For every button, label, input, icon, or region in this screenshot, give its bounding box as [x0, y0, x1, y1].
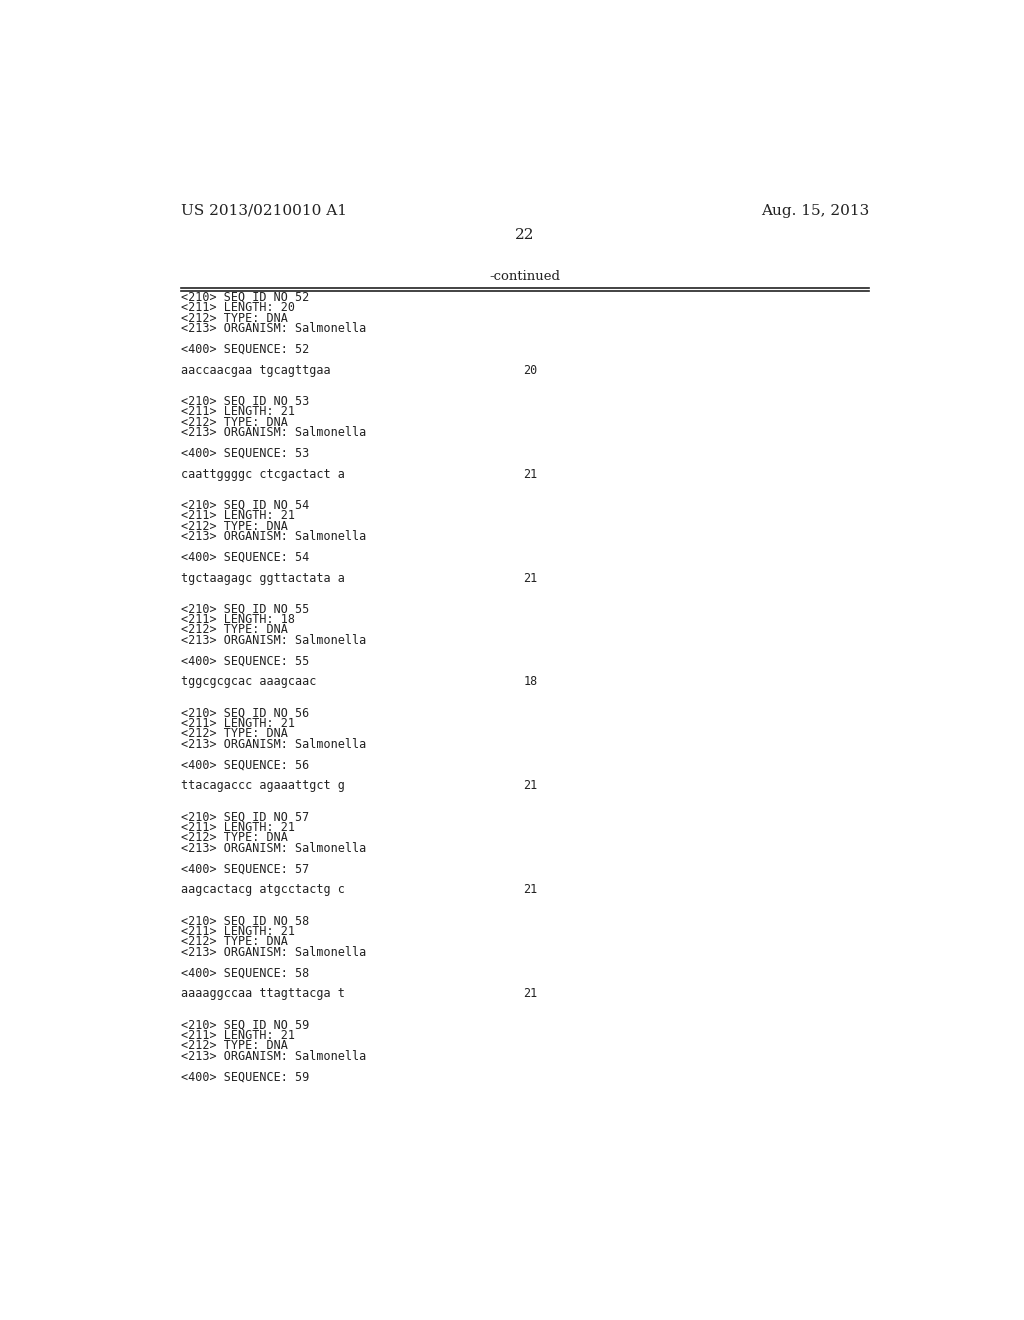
- Text: <212> TYPE: DNA: <212> TYPE: DNA: [180, 832, 288, 845]
- Text: <213> ORGANISM: Salmonella: <213> ORGANISM: Salmonella: [180, 1049, 366, 1063]
- Text: tggcgcgcac aaagcaac: tggcgcgcac aaagcaac: [180, 676, 316, 689]
- Text: <210> SEQ ID NO 53: <210> SEQ ID NO 53: [180, 395, 309, 408]
- Text: <213> ORGANISM: Salmonella: <213> ORGANISM: Salmonella: [180, 634, 366, 647]
- Text: <211> LENGTH: 21: <211> LENGTH: 21: [180, 1028, 295, 1041]
- Text: tgctaagagc ggttactata a: tgctaagagc ggttactata a: [180, 572, 344, 585]
- Text: <211> LENGTH: 21: <211> LENGTH: 21: [180, 925, 295, 939]
- Text: <210> SEQ ID NO 57: <210> SEQ ID NO 57: [180, 810, 309, 824]
- Text: <400> SEQUENCE: 58: <400> SEQUENCE: 58: [180, 966, 309, 979]
- Text: 21: 21: [523, 883, 538, 896]
- Text: <211> LENGTH: 21: <211> LENGTH: 21: [180, 405, 295, 418]
- Text: <210> SEQ ID NO 58: <210> SEQ ID NO 58: [180, 915, 309, 928]
- Text: 21: 21: [523, 779, 538, 792]
- Text: <213> ORGANISM: Salmonella: <213> ORGANISM: Salmonella: [180, 945, 366, 958]
- Text: aagcactacg atgcctactg c: aagcactacg atgcctactg c: [180, 883, 344, 896]
- Text: <400> SEQUENCE: 52: <400> SEQUENCE: 52: [180, 343, 309, 356]
- Text: caattggggc ctcgactact a: caattggggc ctcgactact a: [180, 467, 344, 480]
- Text: 21: 21: [523, 467, 538, 480]
- Text: <210> SEQ ID NO 54: <210> SEQ ID NO 54: [180, 499, 309, 512]
- Text: <212> TYPE: DNA: <212> TYPE: DNA: [180, 312, 288, 325]
- Text: 21: 21: [523, 572, 538, 585]
- Text: <211> LENGTH: 20: <211> LENGTH: 20: [180, 301, 295, 314]
- Text: <213> ORGANISM: Salmonella: <213> ORGANISM: Salmonella: [180, 426, 366, 440]
- Text: <210> SEQ ID NO 52: <210> SEQ ID NO 52: [180, 290, 309, 304]
- Text: <400> SEQUENCE: 59: <400> SEQUENCE: 59: [180, 1071, 309, 1084]
- Text: <400> SEQUENCE: 53: <400> SEQUENCE: 53: [180, 446, 309, 459]
- Text: <212> TYPE: DNA: <212> TYPE: DNA: [180, 1039, 288, 1052]
- Text: 18: 18: [523, 676, 538, 689]
- Text: <210> SEQ ID NO 59: <210> SEQ ID NO 59: [180, 1019, 309, 1031]
- Text: <400> SEQUENCE: 55: <400> SEQUENCE: 55: [180, 655, 309, 668]
- Text: <210> SEQ ID NO 55: <210> SEQ ID NO 55: [180, 603, 309, 615]
- Text: ttacagaccc agaaattgct g: ttacagaccc agaaattgct g: [180, 779, 344, 792]
- Text: <400> SEQUENCE: 54: <400> SEQUENCE: 54: [180, 550, 309, 564]
- Text: <213> ORGANISM: Salmonella: <213> ORGANISM: Salmonella: [180, 738, 366, 751]
- Text: <211> LENGTH: 21: <211> LENGTH: 21: [180, 510, 295, 523]
- Text: <213> ORGANISM: Salmonella: <213> ORGANISM: Salmonella: [180, 529, 366, 543]
- Text: aaccaacgaa tgcagttgaa: aaccaacgaa tgcagttgaa: [180, 363, 331, 376]
- Text: <210> SEQ ID NO 56: <210> SEQ ID NO 56: [180, 706, 309, 719]
- Text: <212> TYPE: DNA: <212> TYPE: DNA: [180, 936, 288, 948]
- Text: <213> ORGANISM: Salmonella: <213> ORGANISM: Salmonella: [180, 842, 366, 855]
- Text: <400> SEQUENCE: 57: <400> SEQUENCE: 57: [180, 862, 309, 875]
- Text: <212> TYPE: DNA: <212> TYPE: DNA: [180, 623, 288, 636]
- Text: <400> SEQUENCE: 56: <400> SEQUENCE: 56: [180, 759, 309, 772]
- Text: <211> LENGTH: 21: <211> LENGTH: 21: [180, 821, 295, 834]
- Text: 22: 22: [515, 228, 535, 243]
- Text: <212> TYPE: DNA: <212> TYPE: DNA: [180, 520, 288, 532]
- Text: US 2013/0210010 A1: US 2013/0210010 A1: [180, 203, 347, 218]
- Text: aaaaggccaa ttagttacga t: aaaaggccaa ttagttacga t: [180, 987, 344, 1001]
- Text: <213> ORGANISM: Salmonella: <213> ORGANISM: Salmonella: [180, 322, 366, 335]
- Text: <212> TYPE: DNA: <212> TYPE: DNA: [180, 416, 288, 429]
- Text: <212> TYPE: DNA: <212> TYPE: DNA: [180, 727, 288, 741]
- Text: -continued: -continued: [489, 271, 560, 282]
- Text: <211> LENGTH: 18: <211> LENGTH: 18: [180, 612, 295, 626]
- Text: Aug. 15, 2013: Aug. 15, 2013: [761, 203, 869, 218]
- Text: 20: 20: [523, 363, 538, 376]
- Text: <211> LENGTH: 21: <211> LENGTH: 21: [180, 717, 295, 730]
- Text: 21: 21: [523, 987, 538, 1001]
